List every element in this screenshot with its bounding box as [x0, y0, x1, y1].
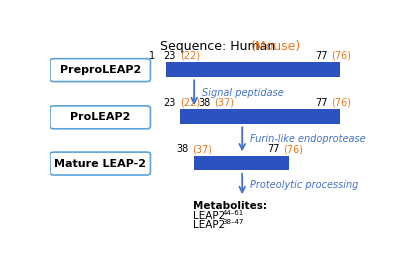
Text: Mature LEAP-2: Mature LEAP-2 [54, 159, 146, 169]
Text: (37): (37) [193, 144, 213, 154]
Text: (22): (22) [180, 51, 200, 61]
Text: LEAP2: LEAP2 [193, 211, 226, 221]
FancyBboxPatch shape [50, 152, 150, 175]
Text: (76): (76) [283, 144, 303, 154]
Text: 38: 38 [198, 98, 210, 108]
Text: ProLEAP2: ProLEAP2 [70, 112, 130, 122]
Text: 1: 1 [149, 51, 155, 61]
Text: Metabolites:: Metabolites: [193, 200, 267, 211]
FancyBboxPatch shape [194, 156, 289, 170]
Text: Furin-like endoprotease: Furin-like endoprotease [250, 134, 366, 144]
Text: (76): (76) [332, 51, 352, 61]
FancyBboxPatch shape [166, 62, 340, 77]
Text: 38–47: 38–47 [223, 219, 244, 225]
FancyBboxPatch shape [50, 59, 150, 81]
Text: (37): (37) [215, 98, 235, 108]
Text: 77: 77 [267, 144, 280, 154]
FancyBboxPatch shape [180, 110, 340, 124]
Text: Proteolytic processing: Proteolytic processing [250, 180, 358, 190]
Text: 77: 77 [315, 98, 328, 108]
Text: LEAP2: LEAP2 [193, 220, 226, 230]
Text: 23: 23 [163, 98, 176, 108]
Text: 77: 77 [315, 51, 328, 61]
Text: (Mouse): (Mouse) [251, 40, 301, 53]
Text: 38: 38 [176, 144, 189, 154]
Text: (22): (22) [180, 98, 200, 108]
Text: 23: 23 [163, 51, 176, 61]
Text: Sequence: Human: Sequence: Human [160, 40, 279, 53]
Text: PreproLEAP2: PreproLEAP2 [60, 65, 141, 75]
FancyBboxPatch shape [50, 106, 150, 129]
Text: 44–61: 44–61 [223, 210, 244, 216]
Text: (76): (76) [332, 98, 352, 108]
Text: Signal peptidase: Signal peptidase [202, 88, 284, 98]
